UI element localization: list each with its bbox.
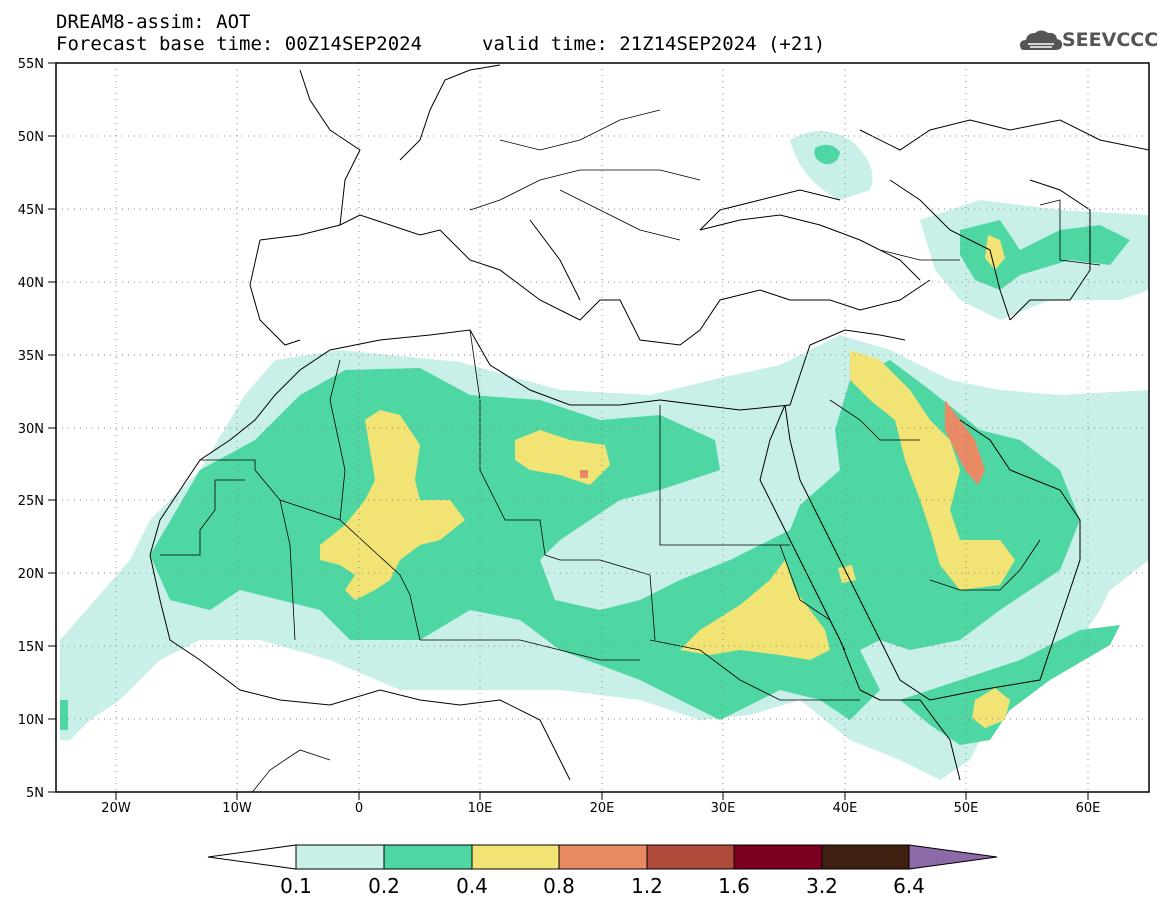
lon-label: 20E — [590, 801, 615, 816]
forecast-base-time: Forecast base time: 00Z14SEP2024 — [56, 33, 423, 55]
logo-text: SEEVCCC — [1062, 29, 1159, 51]
borders — [160, 109, 1101, 792]
colorbar-swatch — [821, 844, 910, 870]
colorbar-label: 0.1 — [280, 874, 312, 898]
longitude-labels: 20W 10W 0 10E 20E 30E 40E 50E 60E — [101, 801, 1100, 816]
latitude-labels: 55N 50N 45N 40N 35N 30N 25N 20N 15N 10N … — [18, 57, 44, 801]
lat-label: 50N — [18, 130, 44, 145]
lat-label: 20N — [18, 567, 44, 582]
lat-label: 45N — [18, 203, 44, 218]
lon-label: 50E — [954, 801, 979, 816]
coastlines — [149, 64, 1149, 781]
colorbar-swatch — [471, 844, 560, 870]
colorbar-swatch — [295, 844, 385, 870]
colorbar-label: 1.2 — [631, 874, 663, 898]
colorbar-swatch — [733, 844, 823, 870]
colorbar-label: 3.2 — [806, 874, 838, 898]
lon-label: 30E — [711, 801, 736, 816]
lon-label: 60E — [1076, 801, 1101, 816]
lat-label: 10N — [18, 713, 44, 728]
colorbar-under-arrow — [207, 844, 297, 870]
lon-label: 40E — [833, 801, 858, 816]
colorbar-label: 1.6 — [718, 874, 750, 898]
map-title: DREAM8-assim: AOT — [56, 11, 251, 33]
cloud-icon — [1020, 30, 1063, 50]
colorbar — [207, 844, 998, 870]
lat-label: 25N — [18, 494, 44, 509]
aot-contour-0.8 — [945, 400, 985, 485]
colorbar-label: 0.2 — [368, 874, 400, 898]
lat-label: 55N — [18, 57, 44, 72]
lon-label: 10E — [468, 801, 493, 816]
colorbar-swatch — [646, 844, 735, 870]
aot-field — [60, 131, 1149, 780]
colorbar-label: 0.4 — [456, 874, 488, 898]
lat-label: 15N — [18, 640, 44, 655]
colorbar-label: 6.4 — [893, 874, 925, 898]
lat-label: 5N — [26, 786, 44, 801]
axis-ticks — [48, 62, 1089, 800]
lon-label: 10W — [222, 801, 252, 816]
lon-label: 0 — [355, 801, 363, 816]
aot-contour-0.4 — [320, 410, 465, 600]
lat-label: 30N — [18, 422, 44, 437]
lon-label: 20W — [101, 801, 131, 816]
colorbar-over-arrow — [908, 844, 998, 870]
lat-label: 40N — [18, 276, 44, 291]
colorbar-swatch — [558, 844, 648, 870]
colorbar-swatch — [383, 844, 473, 870]
map-grid — [56, 63, 1149, 792]
valid-time: valid time: 21Z14SEP2024 (+21) — [482, 33, 826, 55]
colorbar-labels: 0.1 0.2 0.4 0.8 1.2 1.6 3.2 6.4 — [280, 874, 925, 898]
colorbar-label: 0.8 — [543, 874, 575, 898]
lat-label: 35N — [18, 349, 44, 364]
